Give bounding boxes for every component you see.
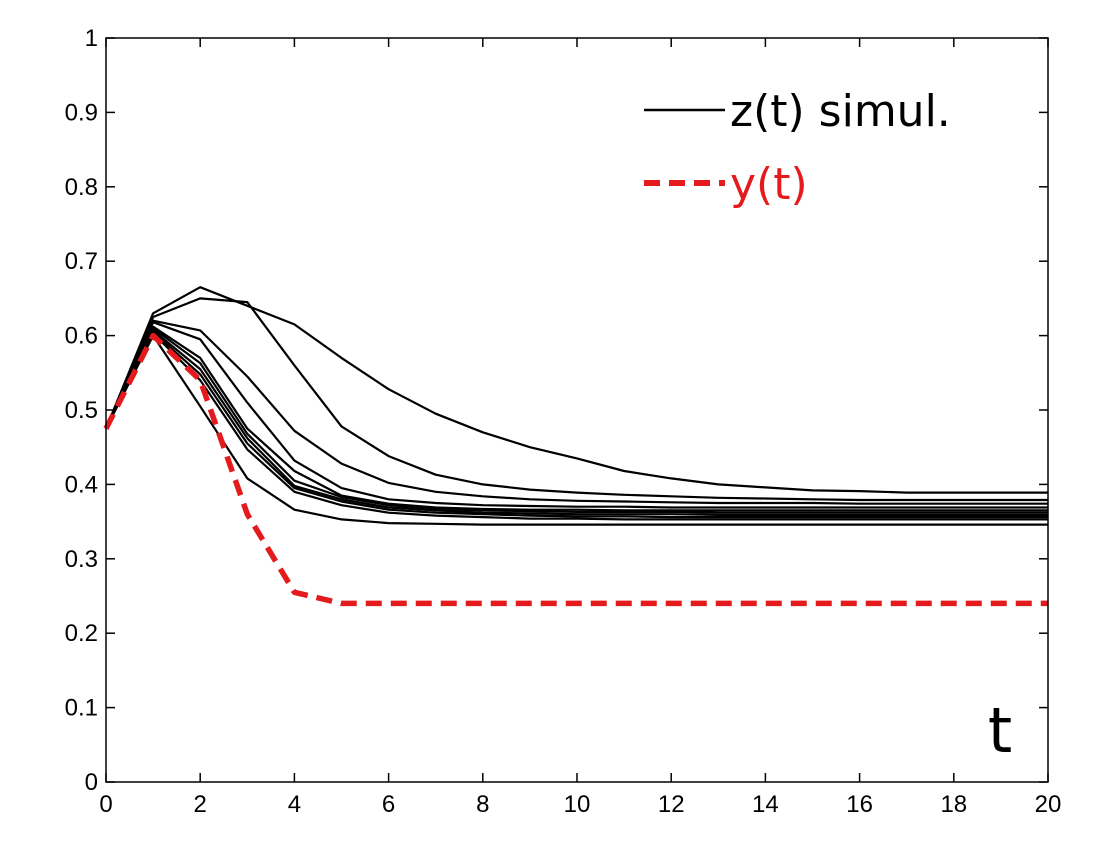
y-tick-label: 0 — [85, 769, 98, 796]
legend-label-z: z(t) simul. — [730, 86, 951, 137]
x-tick-label: 14 — [752, 791, 779, 818]
x-tick-label: 12 — [658, 791, 685, 818]
x-tick-label: 2 — [194, 791, 207, 818]
y-tick-label: 0.6 — [65, 323, 98, 350]
series-z-line-9 — [105, 334, 1048, 526]
y-tick-label: 0.5 — [65, 397, 98, 424]
series-z-line-3 — [104, 321, 1048, 509]
plot-frame — [105, 37, 1049, 783]
x-axis-label: t — [988, 694, 1012, 767]
y-tick-label: 0.8 — [65, 174, 98, 201]
y-tick-label: 0.3 — [65, 546, 98, 573]
series-layer — [103, 286, 1048, 607]
legend-label-y: y(t) — [730, 159, 808, 210]
series-y-line — [103, 332, 1048, 607]
x-tick-label: 10 — [564, 791, 591, 818]
series-z-line-8 — [105, 332, 1048, 521]
series-z-line-0 — [104, 286, 1048, 494]
y-tick-label: 0.4 — [65, 471, 98, 498]
x-tick-label: 8 — [476, 791, 489, 818]
x-tick-label: 20 — [1035, 791, 1062, 818]
x-tick-label: 0 — [99, 791, 112, 818]
series-z-line-7 — [105, 330, 1048, 519]
ticks-layer: 0 2 4 6 8 10 12 14 16 18 20 0 0.1 0.2 0.3 0.4 0.5 0.6 0.7 0… — [65, 25, 1062, 818]
x-tick-label: 6 — [382, 791, 395, 818]
legend: z(t) simul. y(t) — [644, 86, 951, 210]
x-tick-label: 18 — [940, 791, 967, 818]
series-z-line-1 — [104, 297, 1048, 502]
series-z-line-6 — [105, 329, 1048, 517]
series-z-line-2 — [104, 319, 1048, 505]
series-z-line-4 — [105, 325, 1048, 512]
x-tick-label: 16 — [846, 791, 873, 818]
series-z-line-5 — [105, 327, 1048, 514]
y-tick-label: 0.1 — [65, 695, 98, 722]
y-tick-label: 0.7 — [65, 248, 98, 275]
x-tick-label: 4 — [288, 791, 301, 818]
y-tick-label: 0.2 — [65, 620, 98, 647]
y-tick-label: 0.9 — [65, 99, 98, 126]
y-tick-label: 1 — [85, 25, 98, 52]
